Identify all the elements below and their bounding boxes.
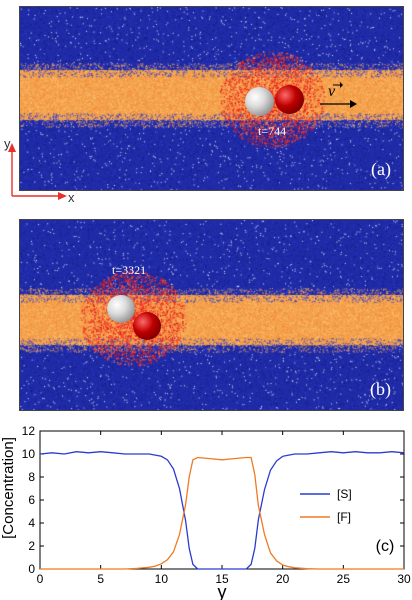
x-tick-label: 20 [276,572,290,586]
panel-b-simulation: t=3321 (b) [19,219,404,411]
velocity-arrow-icon [320,100,357,108]
white-sphere [107,295,135,323]
panel-c-label: (c) [376,538,395,555]
panel-a-particle-field [20,7,403,190]
panel-a-simulation: t=744 v (a) [19,6,404,191]
x-tick-label: 0 [37,572,44,586]
x-tick-label: 15 [215,572,229,586]
legend-label: [S] [337,487,352,501]
legend-label: [F] [337,510,351,524]
y-tick-label: 6 [28,493,35,507]
series-line-f [40,456,404,570]
y-tick-label: 12 [22,424,36,438]
y-tick-label: 2 [28,539,35,553]
y-tick-label: 8 [28,470,35,484]
x-tick-label: 30 [397,572,411,586]
panel-b-label: (b) [370,379,391,399]
y-axis-label: [Concentration] [0,437,17,539]
x-tick-label: 25 [337,572,351,586]
axis-x-label: x [68,190,75,205]
y-tick-label: 4 [28,516,35,530]
velocity-label: v [328,83,336,100]
concentration-chart: 0 5 10 15 20 25 30 0 2 4 6 8 10 12 [S] [F] [Concentrat… [0,424,411,600]
x-tick-label: 5 [97,572,104,586]
axis-indicator [8,143,67,200]
x-axis-label: y [218,582,227,600]
axis-y-label: y [4,136,11,151]
red-sphere [275,85,304,114]
time-label-a: t=744 [258,124,287,138]
y-tick-label: 10 [22,447,36,461]
red-sphere [133,312,161,340]
panel-b-particle-field [20,220,403,410]
velocity-vector-arrow-icon [333,82,343,88]
x-tick-label: 10 [155,572,169,586]
white-sphere [245,87,274,116]
panel-a-label: (a) [371,159,391,179]
series-line-s [39,451,405,570]
time-label-b: t=3321 [112,263,147,277]
y-tick-label: 0 [28,562,35,576]
